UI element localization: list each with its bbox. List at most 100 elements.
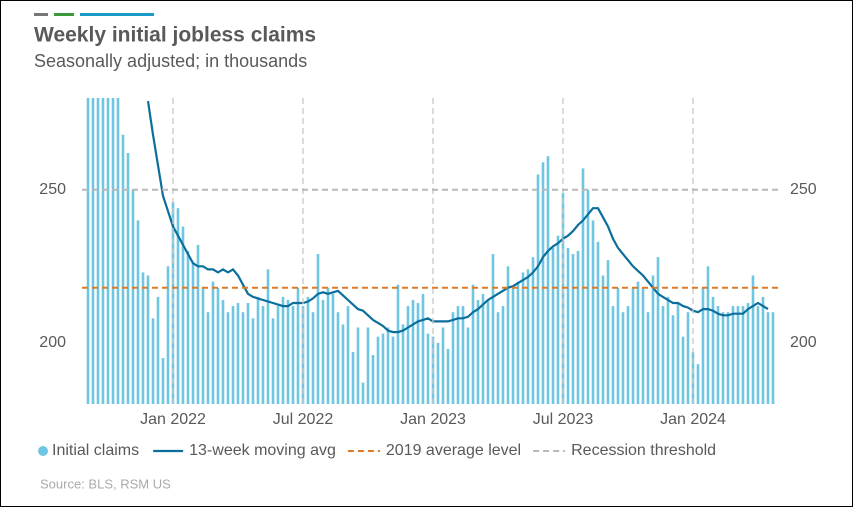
bar [186,251,190,404]
bar [671,315,675,404]
legend-marker [38,446,48,456]
x-tick-label: Jul 2022 [273,411,334,428]
bar [271,318,275,404]
bar [696,364,700,404]
bar [236,303,240,404]
bar [541,162,545,404]
bar [306,296,310,404]
bar [426,333,430,404]
bar [716,306,720,404]
y2-tick-label: 250 [790,181,817,198]
bar [711,296,715,404]
bar [201,287,205,404]
bar [576,251,580,404]
legend-label: Recession threshold [571,442,716,459]
bar [731,306,735,404]
bar [626,306,630,404]
bar [296,287,300,404]
bar [446,348,450,404]
x-tick-label: Jul 2023 [533,411,594,428]
chart-subtitle: Seasonally adjusted; in thousands [34,51,307,71]
bar [421,293,425,404]
bar [396,284,400,404]
bar [316,254,320,404]
bar [261,306,265,404]
bar [116,98,120,404]
bar [231,306,235,404]
bar [376,336,380,404]
bar [321,299,325,404]
bar [751,275,755,404]
bar [521,272,525,404]
bar [661,306,665,404]
bar [701,287,705,404]
bar [146,275,150,404]
bar [121,134,125,404]
bar [456,306,460,404]
bar [251,318,255,404]
bar [766,312,770,404]
bar [571,254,575,404]
bar [411,299,415,404]
bar [351,351,355,404]
bar [406,306,410,404]
bar [361,382,365,404]
bar [726,312,730,404]
bar [586,189,590,404]
y-tick-label: 200 [39,334,66,351]
bar [451,312,455,404]
bar [526,269,530,404]
bar [591,220,595,404]
bar [221,299,225,404]
bar [311,312,315,404]
bar [736,306,740,404]
bar [506,266,510,404]
bar [126,153,130,404]
bar [686,312,690,404]
bar [676,303,680,404]
bar [436,342,440,404]
bar [636,281,640,404]
bar [606,260,610,404]
bar [566,247,570,404]
bar [536,174,540,404]
bar [341,324,345,404]
moving-avg-line [146,100,769,334]
bar [156,296,160,404]
source: Source: BLS, RSM US [40,476,171,491]
bar [666,296,670,404]
bar [291,306,295,404]
bar [721,312,725,404]
bar [326,287,330,404]
bar [501,306,505,404]
bar [266,269,270,404]
bar [681,336,685,404]
bar [226,312,230,404]
bar [181,226,185,404]
bar [491,254,495,404]
bar [646,312,650,404]
bar [131,189,135,404]
bar [101,98,105,404]
bar [86,98,90,404]
bar [246,303,250,404]
bar [706,266,710,404]
bar [546,156,550,404]
x-tick-label: Jan 2022 [140,411,206,428]
bar [651,275,655,404]
bar [166,266,170,404]
bar [631,287,635,404]
bar [106,98,110,404]
bar [211,281,215,404]
bar [476,299,480,404]
bar [511,287,515,404]
bar [331,293,335,404]
bar [496,312,500,404]
bar [371,355,375,404]
bar [611,306,615,404]
bar [176,208,180,404]
bar [381,333,385,404]
bar [301,306,305,404]
legend-label: 2019 average level [386,442,521,459]
